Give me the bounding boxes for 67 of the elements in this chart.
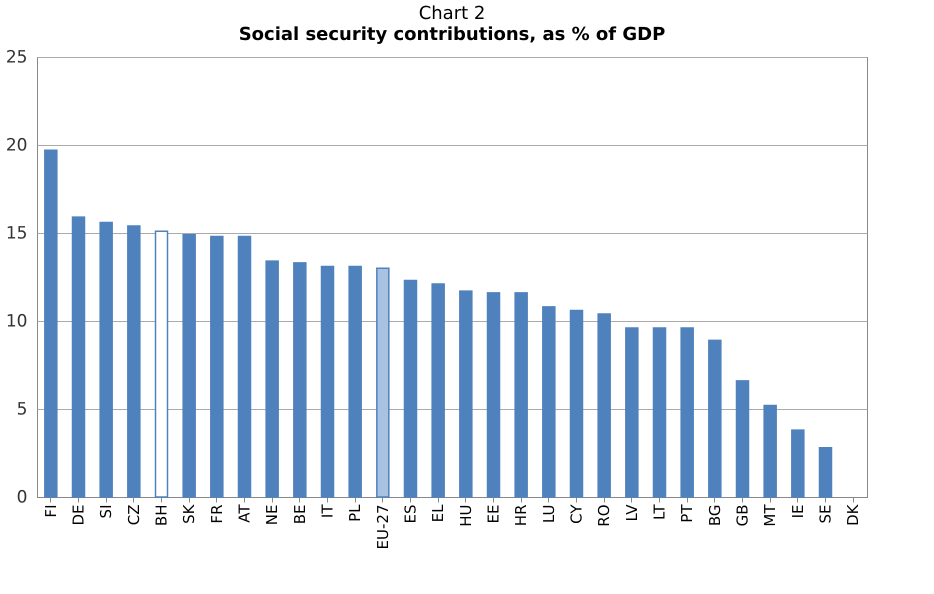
bar [265, 260, 279, 498]
x-tick-label: AT [236, 504, 254, 523]
x-tick-label: MT [761, 504, 780, 527]
bar [404, 280, 418, 498]
x-tick-label: DE [70, 504, 88, 526]
bar [514, 292, 528, 498]
bar [238, 236, 252, 498]
x-tick-label: RO [595, 504, 614, 527]
chart-title: Chart 2 [418, 3, 486, 24]
x-tick-label: LT [650, 504, 668, 520]
bar [486, 292, 500, 498]
bar [542, 306, 556, 498]
x-tick-label: HU [456, 504, 475, 527]
x-tick-label: CY [568, 504, 586, 524]
bar [293, 262, 307, 498]
x-tick-label: BH [152, 504, 170, 526]
x-tick-label: IE [788, 504, 807, 518]
x-tick-label: PT [678, 504, 696, 523]
x-tick-label: SI [97, 504, 116, 518]
bar [376, 267, 390, 498]
x-tick-label: SE [816, 504, 834, 524]
x-tick-label: DK [844, 503, 862, 526]
x-tick-label: HR [512, 504, 530, 526]
y-tick-label: 10 [6, 312, 28, 332]
bar [348, 266, 362, 498]
bar [320, 266, 334, 498]
bar [597, 313, 611, 498]
bar [127, 225, 141, 498]
bar [570, 310, 584, 498]
x-tick-label: LU [540, 504, 558, 524]
chart-subtitle: Social security contributions, as % of GDP [238, 24, 666, 45]
x-tick-label: SK [180, 503, 198, 524]
bar [791, 429, 805, 498]
bar [652, 327, 666, 498]
x-tick-label: FR [208, 504, 226, 524]
bar [44, 150, 58, 498]
y-tick-label: 5 [16, 400, 28, 420]
bar [210, 236, 224, 498]
bar [431, 283, 445, 498]
x-tick-label: ES [402, 504, 420, 524]
y-tick-label: 0 [16, 488, 28, 508]
x-tick-label: EU-27 [374, 504, 392, 550]
x-tick-label: BG [706, 504, 724, 526]
y-tick-label: 20 [6, 136, 28, 156]
bar [818, 446, 832, 498]
x-tick-label: FI [42, 504, 60, 518]
y-tick-label: 25 [6, 48, 28, 68]
bar [99, 222, 113, 498]
bar [182, 234, 196, 498]
bar [72, 216, 86, 498]
bar [736, 380, 750, 498]
bar [763, 404, 777, 498]
bar [459, 290, 473, 498]
x-tick-label: BE [290, 504, 309, 524]
x-tick-label: CZ [124, 504, 143, 526]
x-tick-label: IT [318, 504, 336, 518]
bar [708, 340, 722, 498]
bar [625, 327, 639, 498]
y-tick-label: 15 [6, 224, 28, 244]
bar [680, 327, 694, 498]
x-tick-label: PL [346, 504, 364, 522]
x-tick-label: GB [734, 504, 752, 526]
x-tick-label: NE [263, 504, 282, 526]
x-tick-label: EL [429, 504, 448, 522]
x-tick-label: LV [622, 504, 641, 522]
x-tick-label: EE [484, 504, 502, 524]
bar [154, 230, 168, 498]
